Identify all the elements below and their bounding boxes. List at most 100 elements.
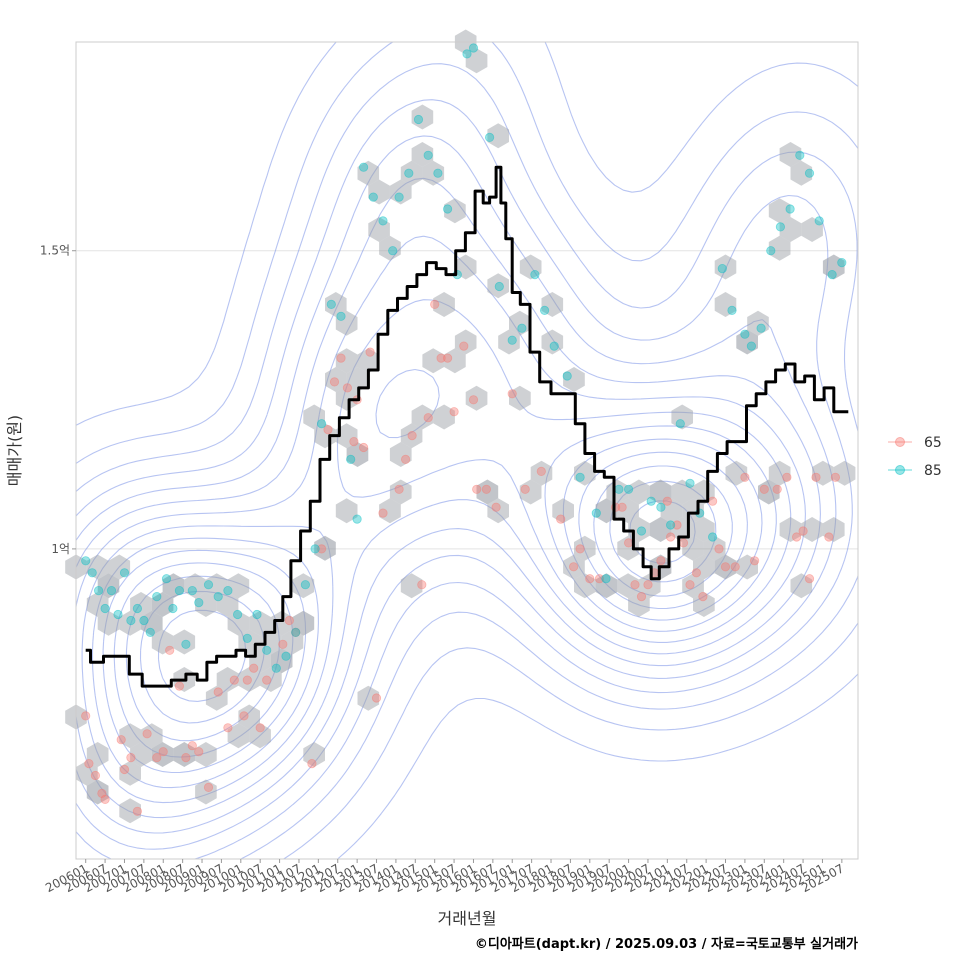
hexbin-tile: [389, 479, 412, 505]
data-point-65: [520, 484, 530, 494]
hexbin-tile: [335, 348, 358, 374]
density-contour: [91, 368, 777, 789]
hexbin-tile: [747, 310, 769, 336]
data-point-85: [152, 591, 162, 602]
hexbin-tile: [628, 479, 650, 505]
hexbin-tile: [130, 592, 152, 617]
data-point-85: [423, 150, 433, 160]
hexbin-tile: [779, 142, 802, 167]
data-point-85: [756, 323, 766, 333]
hexbin-tile: [703, 535, 726, 561]
data-point-85: [507, 335, 517, 345]
hexbin-tile: [433, 292, 455, 317]
hexbin-tile: [303, 742, 325, 767]
hexbin-tile: [205, 573, 228, 599]
data-point-85: [194, 597, 204, 608]
hexbin-tile: [768, 460, 791, 486]
hexbin-tile: [97, 573, 120, 599]
hexbin-tile: [552, 498, 574, 524]
data-point-85: [168, 603, 178, 614]
hexbin-tile: [379, 235, 401, 261]
data-point-85: [139, 615, 149, 626]
data-point-65: [678, 538, 689, 548]
data-point-65: [223, 723, 233, 733]
hexbin-tile: [195, 742, 217, 767]
data-point-65: [152, 752, 162, 763]
hexbin-tile: [433, 404, 455, 430]
hexbin-tile: [465, 385, 488, 411]
hexbin-tile: [379, 498, 401, 524]
data-point-65: [662, 496, 672, 506]
data-point-85: [404, 168, 414, 178]
data-point-85: [562, 371, 572, 381]
hexbin-tile: [682, 573, 704, 599]
hexbin-tile: [119, 723, 141, 749]
hexbin-tile: [335, 423, 358, 449]
hexbin-tile: [595, 498, 618, 524]
data-point-85: [795, 150, 805, 160]
hexbin-tile: [119, 610, 141, 636]
data-point-65: [323, 424, 333, 435]
density-contour: [102, 438, 763, 774]
data-point-65: [749, 556, 760, 566]
hexbin-tile: [682, 535, 704, 561]
data-point-65: [132, 806, 142, 816]
data-point-65: [575, 544, 585, 554]
data-point-65: [636, 591, 647, 602]
hexbin-tile: [357, 348, 380, 374]
data-point-85: [746, 341, 757, 351]
x-axis-title: 거래년월: [438, 909, 497, 928]
hexbin-tile: [238, 704, 260, 730]
data-point-85: [530, 269, 540, 280]
hexbin-tile: [444, 348, 466, 374]
data-point-65: [349, 436, 359, 447]
hexbin-tile: [574, 460, 596, 486]
data-point-65: [436, 353, 446, 363]
hexbin-tile: [476, 479, 499, 505]
data-point-65: [430, 299, 440, 309]
hexbin-tile: [249, 610, 271, 636]
data-point-85: [368, 192, 378, 202]
hexbin-tile: [151, 629, 174, 655]
data-point-85: [252, 609, 262, 620]
hexbin-tile: [693, 479, 715, 505]
hexbin-tile: [454, 254, 477, 280]
gridlines: [76, 250, 858, 550]
hexbin-tile: [714, 554, 737, 580]
hexbin-tile: [519, 254, 542, 280]
data-point-65: [707, 496, 718, 506]
data-point-65: [623, 538, 634, 548]
data-point-65: [291, 627, 301, 638]
hexbin-tile: [617, 573, 639, 599]
hexbin-tile: [487, 498, 509, 524]
hexbin-tile: [195, 592, 217, 617]
data-point-65: [472, 484, 482, 494]
hexbin-tile: [335, 385, 358, 411]
hexbin-tile: [238, 667, 260, 692]
hexbin-tile: [790, 573, 813, 599]
data-point-65: [342, 383, 352, 393]
hexbin-tile: [292, 610, 315, 636]
data-point-65: [316, 544, 327, 554]
y-axis: 1억 1.5억: [40, 244, 76, 556]
data-point-65: [90, 770, 101, 781]
hexbin-tile: [574, 535, 596, 561]
data-point-85: [646, 496, 656, 506]
data-point-85: [827, 269, 837, 280]
hexbin-tile: [498, 329, 520, 355]
hexbin-tile: [671, 404, 693, 430]
data-point-65: [213, 687, 223, 697]
scatter-points: [81, 43, 847, 816]
hexbin-tile: [833, 460, 856, 486]
data-point-65: [116, 735, 126, 745]
data-point-85: [300, 580, 310, 590]
hexbin-tile: [509, 385, 531, 411]
data-point-65: [142, 729, 152, 739]
data-point-85: [656, 502, 666, 512]
data-point-65: [585, 574, 595, 584]
legend-point-key: [895, 465, 905, 475]
hexbin-tile: [595, 573, 618, 599]
hexbin-tile: [400, 160, 423, 186]
data-point-85: [346, 454, 356, 464]
data-point-65: [423, 413, 433, 423]
